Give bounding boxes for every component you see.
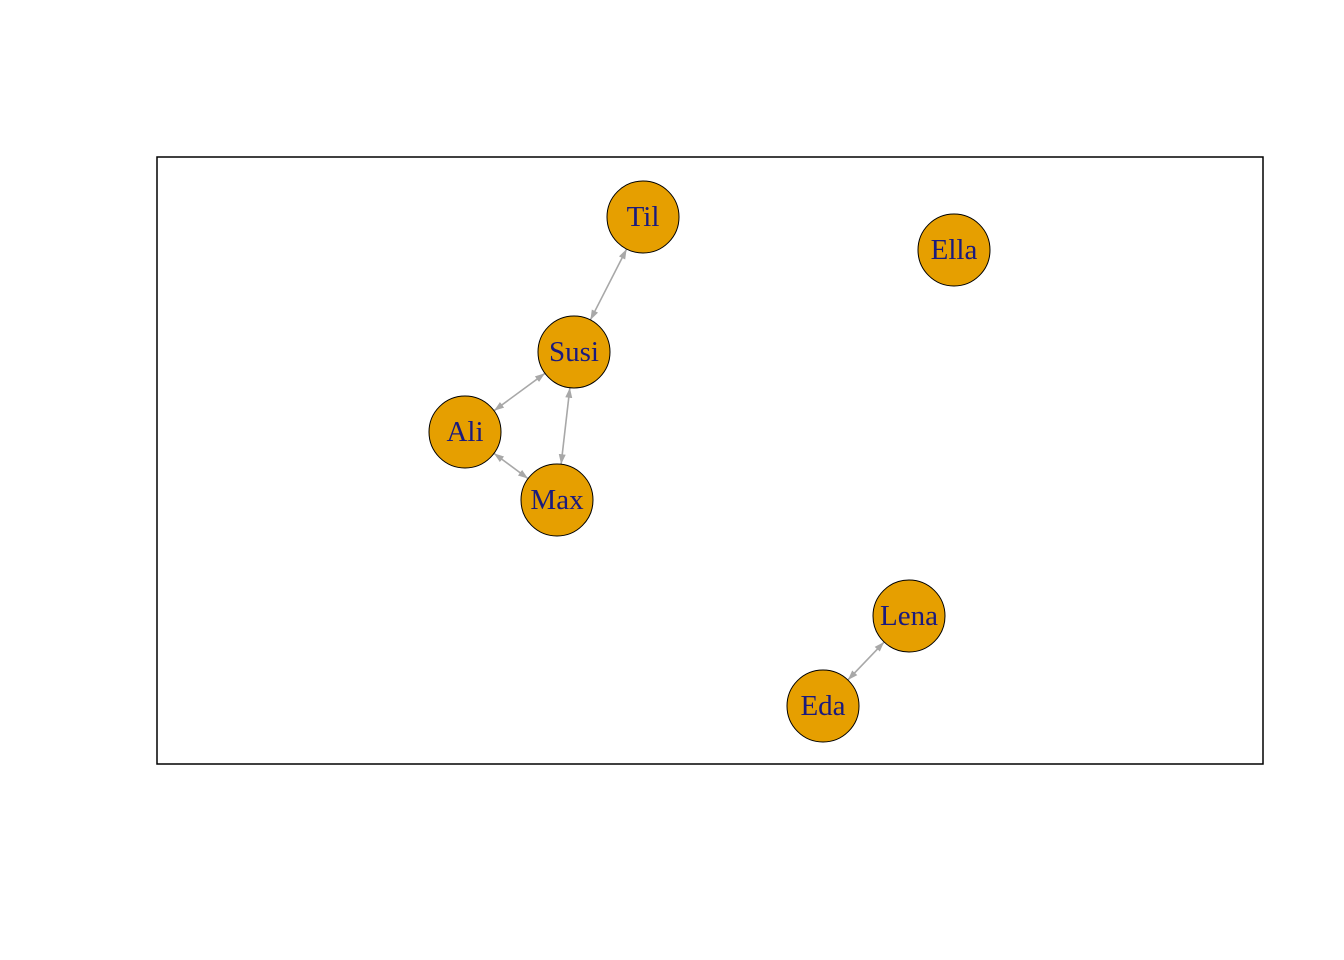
node-ali: Ali <box>428 395 502 469</box>
node-ella: Ella <box>917 213 991 287</box>
node-circle <box>520 463 594 537</box>
node-circle <box>786 669 860 743</box>
plot-frame <box>156 156 1264 765</box>
edge-susi-ali <box>493 372 546 412</box>
node-circle <box>428 395 502 469</box>
node-label: Lena <box>880 600 938 632</box>
node-label: Eda <box>800 690 845 722</box>
edge-ali-max <box>493 452 529 480</box>
edge-lena-eda <box>847 641 885 681</box>
node-susi: Susi <box>537 315 611 389</box>
node-eda: Eda <box>786 669 860 743</box>
node-circle <box>872 579 946 653</box>
node-circle <box>606 180 680 254</box>
node-label: Ali <box>446 416 483 448</box>
node-til: Til <box>606 180 680 254</box>
edge-til-susi <box>589 248 628 321</box>
node-label: Ella <box>931 234 978 266</box>
node-circle <box>917 213 991 287</box>
node-label: Til <box>627 201 660 233</box>
node-circle <box>537 315 611 389</box>
edge-susi-max <box>558 387 573 465</box>
nodes-layer: Til Ella Susi Ali Max Lena Eda <box>428 180 991 743</box>
node-label: Max <box>530 484 584 516</box>
node-max: Max <box>520 463 594 537</box>
node-label: Susi <box>549 336 599 368</box>
node-lena: Lena <box>872 579 946 653</box>
edges-layer <box>493 248 885 681</box>
